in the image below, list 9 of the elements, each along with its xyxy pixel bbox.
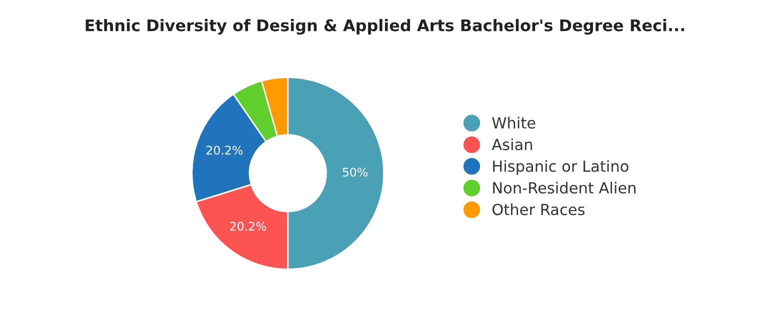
chart-title: Ethnic Diversity of Design & Applied Arts Bachelor's Degree Reci... — [86, 19, 684, 35]
legend-label: Non-Resident Alien — [493, 182, 636, 194]
data-label: 20.2% — [206, 146, 242, 155]
data-label: 20.2% — [230, 222, 266, 231]
legend-label: Hispanic or Latino — [493, 160, 628, 175]
legend-label: Asian — [492, 138, 532, 150]
data-label: 50% — [342, 168, 368, 177]
legend-label: Other Races — [492, 203, 585, 216]
legend-label: White — [492, 116, 536, 129]
